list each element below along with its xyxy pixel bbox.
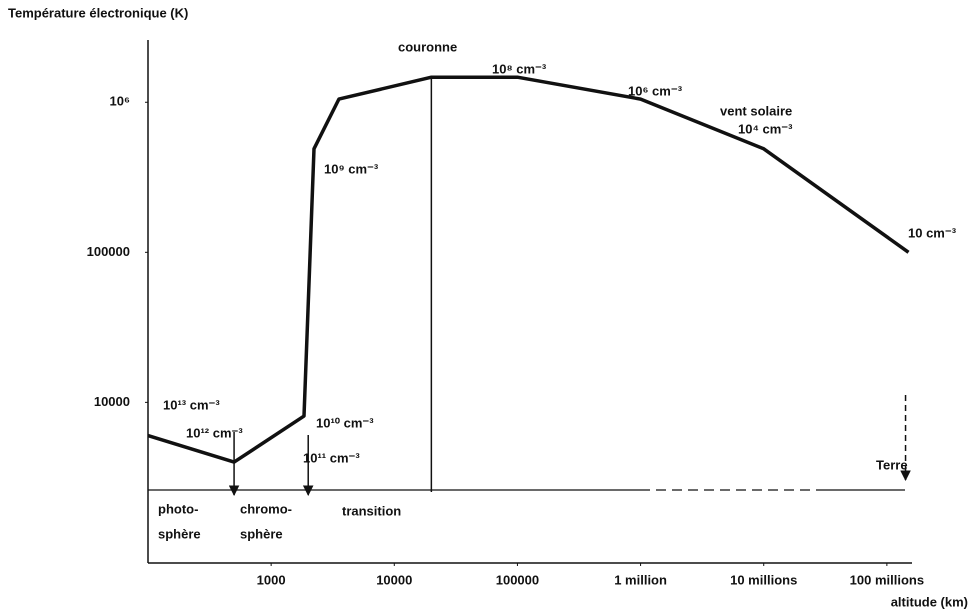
x-tick-label: 1000	[257, 572, 286, 587]
region-label: vent solaire	[720, 103, 792, 118]
density-label: 10⁶ cm⁻³	[628, 83, 683, 98]
region-label: sphère	[158, 526, 201, 541]
y-tick-label: 10⁶	[110, 94, 130, 109]
region-label: sphère	[240, 526, 283, 541]
x-tick-label: 100000	[496, 572, 539, 587]
y-tick-label: 10000	[94, 394, 130, 409]
region-label: chromo-	[240, 501, 292, 516]
density-label: 10¹⁰ cm⁻³	[316, 415, 374, 430]
y-axis-label: Température électronique (K)	[8, 5, 188, 20]
region-label: Terre	[876, 457, 908, 472]
x-axis-label: altitude (km)	[891, 594, 968, 609]
density-label: 10¹² cm⁻³	[186, 425, 243, 440]
region-label: couronne	[398, 39, 457, 54]
region-label: photo-	[158, 501, 198, 516]
x-tick-label: 10000	[376, 572, 412, 587]
x-tick-label: 100 millions	[850, 572, 924, 587]
region-label: transition	[342, 503, 401, 518]
x-tick-label: 10 millions	[730, 572, 797, 587]
density-label: 10⁹ cm⁻³	[324, 161, 379, 176]
y-tick-label: 100000	[87, 244, 130, 259]
density-label: 10⁴ cm⁻³	[738, 121, 793, 136]
density-label: 10⁸ cm⁻³	[492, 61, 547, 76]
density-label: 10 cm⁻³	[908, 225, 957, 240]
density-label: 10¹³ cm⁻³	[163, 397, 220, 412]
density-label: 10¹¹ cm⁻³	[303, 450, 360, 465]
x-tick-label: 1 million	[614, 572, 667, 587]
line	[147, 75, 910, 464]
